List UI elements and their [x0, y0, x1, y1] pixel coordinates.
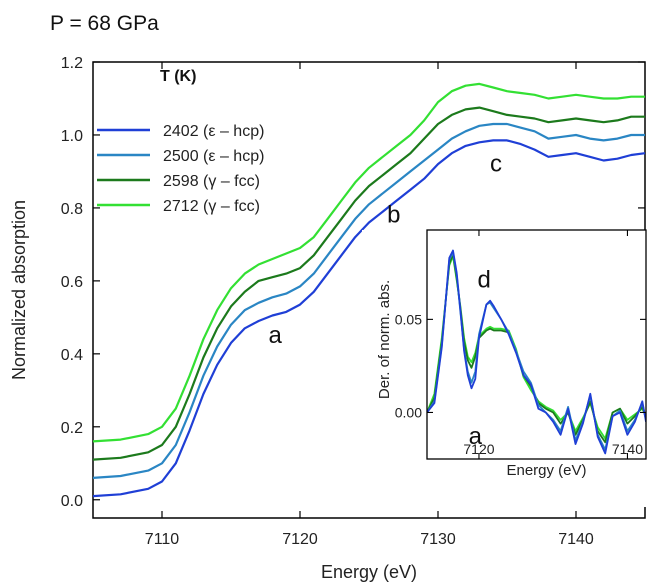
y-axis-label: Normalized absorption: [9, 200, 29, 380]
legend-entry-3: 2712 (γ – fcc): [163, 198, 260, 215]
annotation-c: c: [490, 150, 502, 177]
y-tick-label: 0.0: [61, 493, 83, 510]
series-line-1: [92, 122, 645, 479]
annotation-b: b: [387, 202, 400, 229]
inset-x-tick-label: 7120: [463, 441, 494, 457]
series-line-0: [92, 139, 646, 498]
y-tick-label: 0.8: [61, 201, 83, 218]
inset-plot-frame: [426, 229, 647, 460]
inset-y-tick-label: 0.00: [395, 404, 422, 420]
legend-entry-2: 2598 (γ – fcc): [163, 173, 260, 190]
inset-x-axis-label: Energy (eV): [506, 462, 586, 479]
inset-annotation-a: a: [469, 423, 483, 450]
inset-y-axis-label: Der. of norm. abs.: [376, 280, 393, 399]
y-tick-label: 0.6: [61, 274, 83, 291]
inset-annotations: da: [469, 267, 491, 450]
legend-entry-1: 2500 (ε – hcp): [163, 148, 264, 165]
main-annotations: a b c: [268, 150, 501, 348]
inset-annotation-d: d: [477, 267, 490, 294]
annotation-a: a: [268, 322, 282, 349]
main-axis-ticks: 7110 7120 7130 7140 0.0 0.2 0.4 0.6 0.8 1.0 1.2: [61, 55, 645, 548]
x-tick-label: 7110: [145, 531, 180, 548]
inset-series-group: [427, 249, 646, 455]
x-axis-label: Energy (eV): [321, 562, 417, 582]
inset-series-lines: [427, 249, 646, 455]
legend: T (K) 2402 (ε – hcp) 2500 (ε – hcp) 2598 (γ…: [97, 68, 264, 215]
y-tick-label: 1.2: [61, 55, 83, 72]
inset-x-tick-label: 7140: [612, 441, 643, 457]
y-tick-label: 1.0: [61, 128, 83, 145]
legend-title: T (K): [160, 68, 196, 85]
main-chart: 7110 7120 7130 7140 0.0 0.2 0.4 0.6 0.8 1.0 1.2 a b…: [9, 55, 646, 582]
chart-title: P = 68 GPa: [50, 12, 159, 35]
legend-entry-0: 2402 (ε – hcp): [163, 123, 264, 140]
x-tick-label: 7120: [282, 531, 318, 548]
x-tick-label: 7140: [558, 531, 594, 548]
y-tick-label: 0.2: [61, 420, 83, 437]
y-tick-label: 0.4: [61, 347, 83, 364]
inset-series-line-0: [427, 249, 646, 455]
series-line-2: [92, 106, 645, 461]
series-line-3: [92, 82, 645, 443]
inset-background: [362, 230, 646, 507]
inset-axis-ticks: 7120 7140 0.00 0.05: [395, 230, 646, 459]
inset-y-tick-label: 0.05: [395, 311, 422, 327]
x-tick-label: 7130: [420, 531, 456, 548]
main-series-lines: [92, 82, 646, 498]
